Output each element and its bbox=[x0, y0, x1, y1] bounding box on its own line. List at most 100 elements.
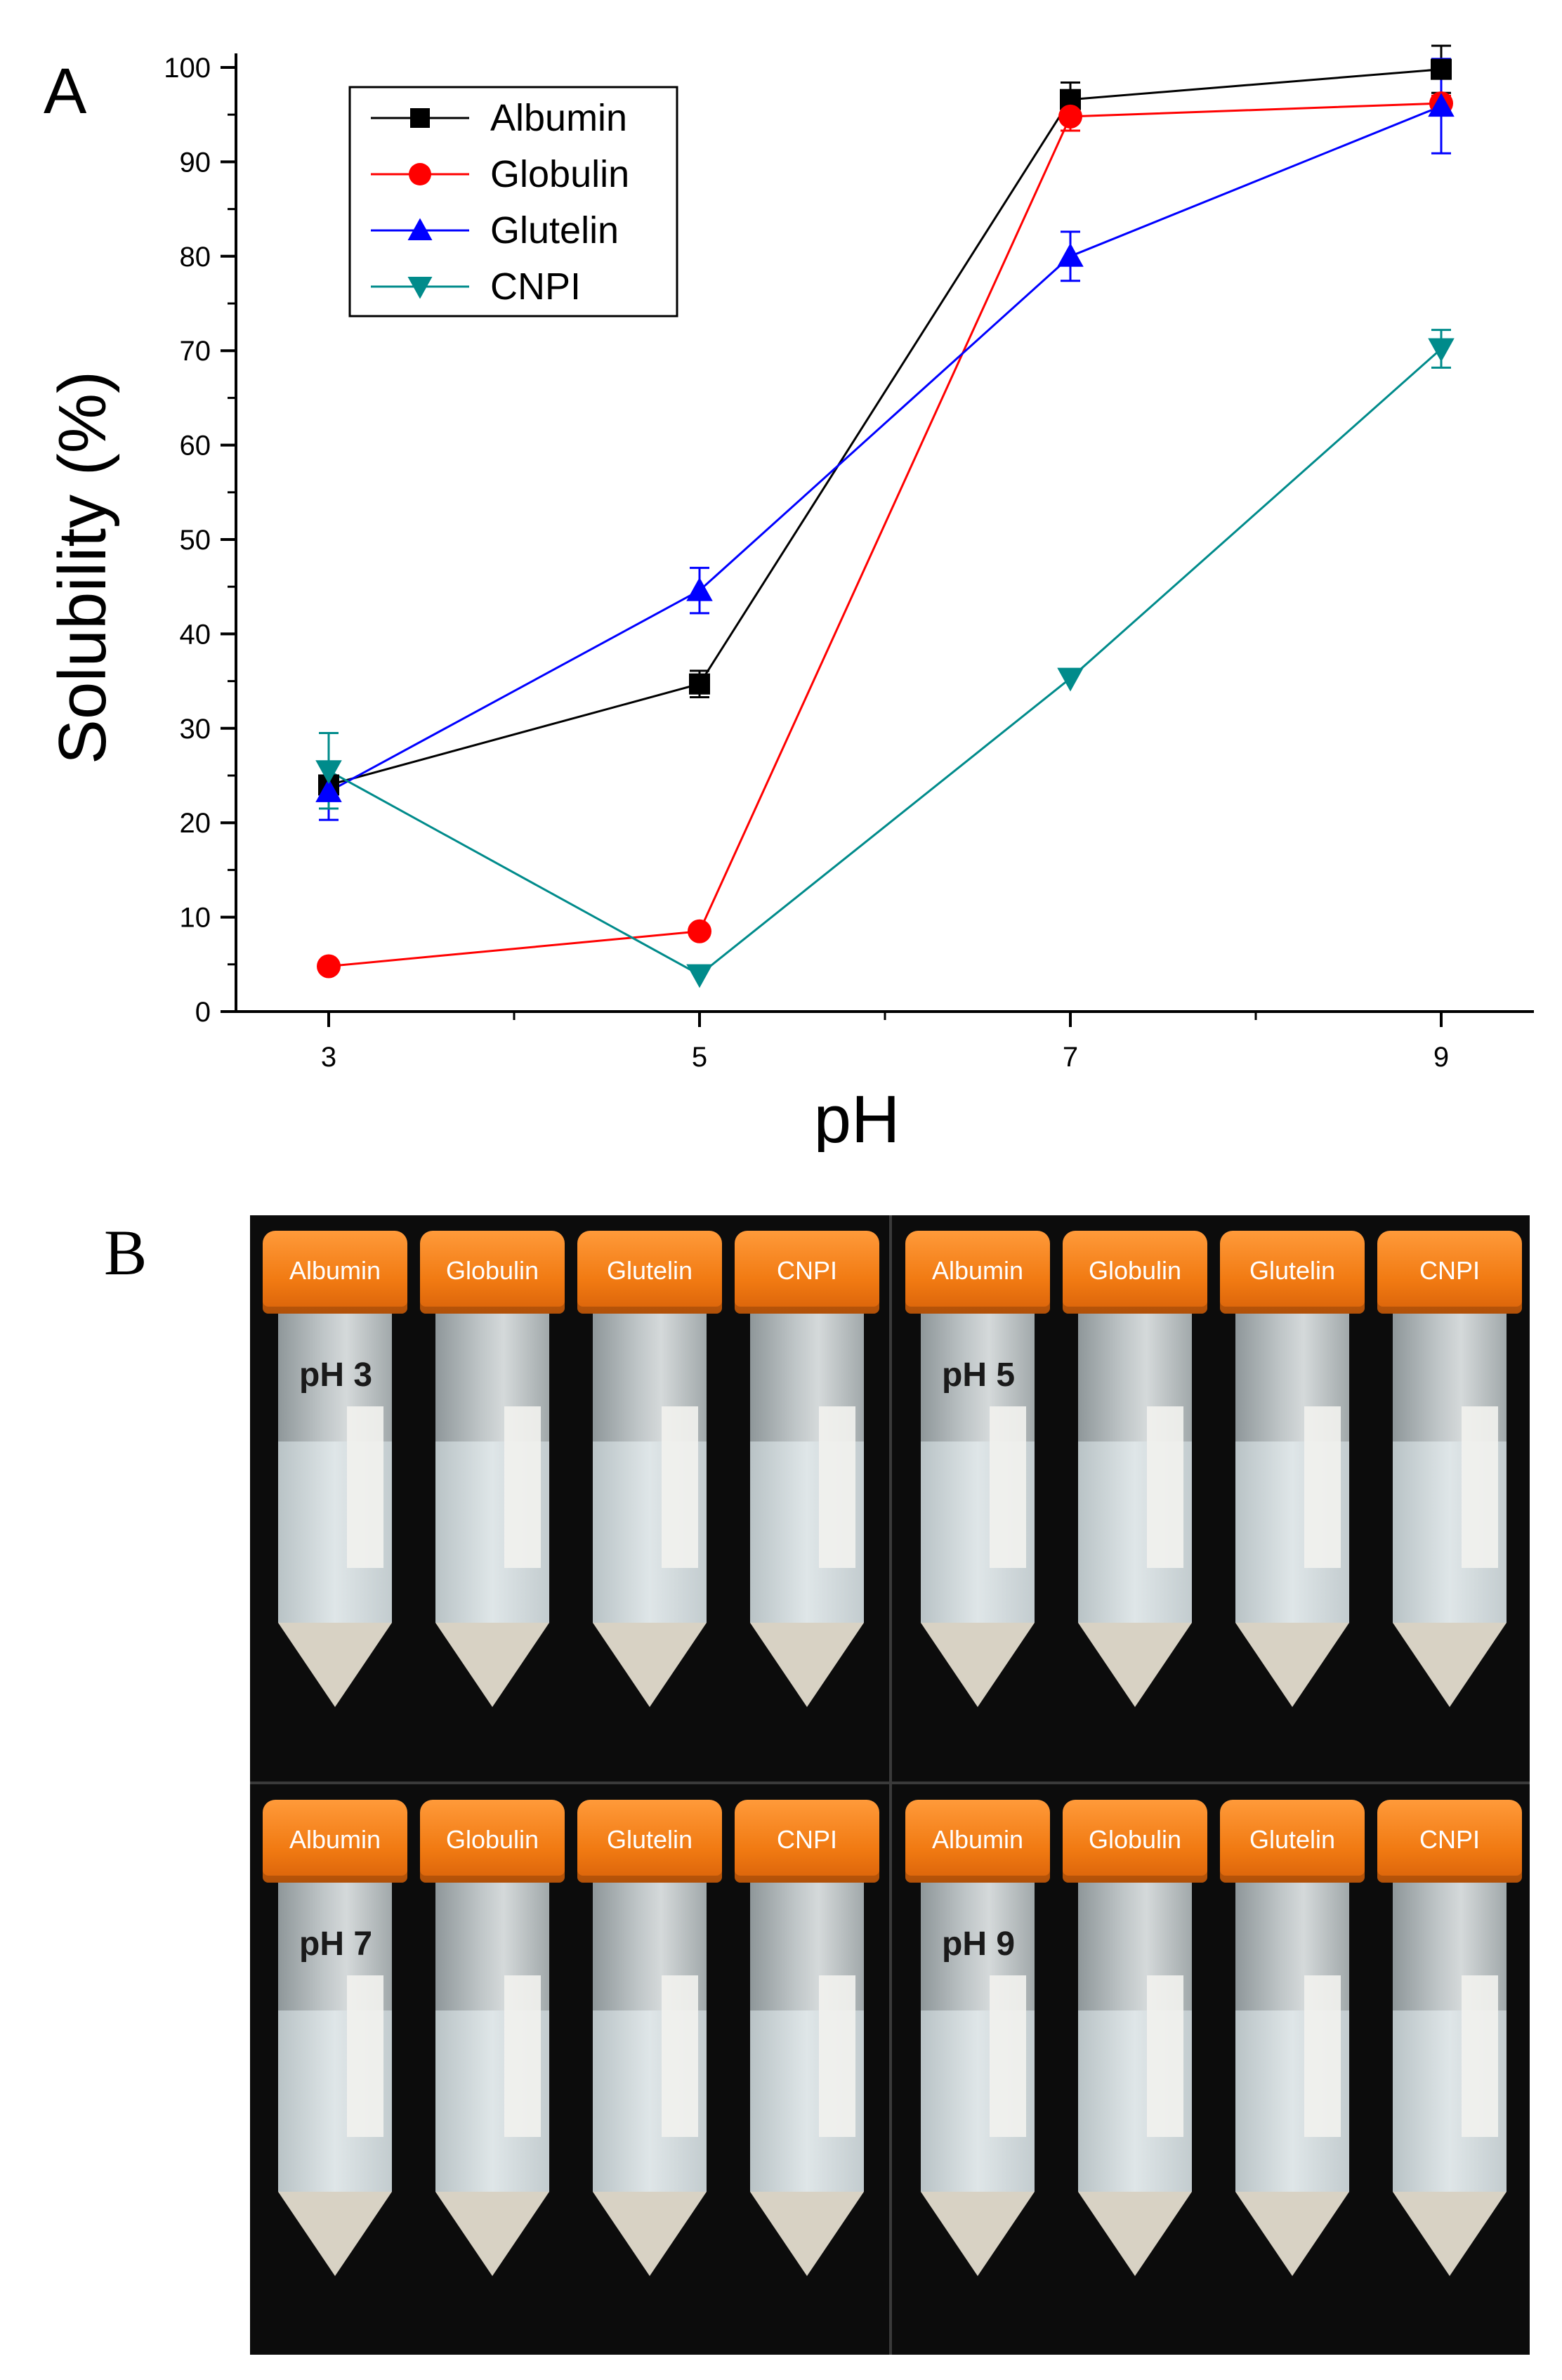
globulin-point bbox=[688, 919, 711, 943]
x-tick-label: 3 bbox=[321, 1042, 336, 1073]
solubility-chart: 0 10 20 30 40 50 60 70 80 90 100 3 5 7 9 pH Solubility (… bbox=[45, 44, 1534, 1152]
cap-label: CNPI bbox=[1419, 1256, 1480, 1285]
ph-label: pH 9 bbox=[942, 1925, 1016, 1963]
tube-tip bbox=[1235, 1623, 1349, 1707]
ph-label: pH 3 bbox=[299, 1356, 373, 1394]
tube-label-patch bbox=[1147, 1406, 1183, 1568]
tube-tip bbox=[1235, 2192, 1349, 2276]
cap-label: CNPI bbox=[776, 1256, 837, 1285]
tube-label-patch bbox=[1462, 1975, 1498, 2137]
cnpi-point bbox=[315, 760, 342, 785]
cap-label: Globulin bbox=[1088, 1256, 1182, 1285]
y-tick-label: 0 bbox=[195, 997, 211, 1028]
panel-a-letter: A bbox=[44, 55, 87, 127]
y-tick-label: 70 bbox=[180, 336, 211, 367]
cap-label: Globulin bbox=[445, 1256, 539, 1285]
albumin-point bbox=[1431, 58, 1452, 80]
tube-cap bbox=[735, 1231, 879, 1314]
tube-photograph: Albumin Globulin Glutelin CNPI pH 3 Albumin Gl… bbox=[250, 1215, 1530, 2355]
tube-cap bbox=[905, 1800, 1050, 1883]
tube-tip bbox=[593, 2192, 707, 2276]
tube-tip bbox=[921, 2192, 1035, 2276]
tube-label-patch bbox=[819, 1975, 855, 2137]
chart-legend: Albumin Globulin Glutelin CNPI bbox=[348, 86, 678, 318]
tube-tip bbox=[435, 1623, 549, 1707]
tube-tip bbox=[1393, 2192, 1507, 2276]
cap-label: CNPI bbox=[1419, 1825, 1480, 1854]
tube-tip bbox=[278, 1623, 392, 1707]
photo-vertical-divider bbox=[889, 1215, 892, 2355]
y-tick-label: 10 bbox=[180, 903, 211, 934]
tube-tip bbox=[921, 1623, 1035, 1707]
tube-label-patch bbox=[990, 1406, 1026, 1568]
globulin-line bbox=[328, 102, 1442, 967]
glutelin-point bbox=[1428, 93, 1455, 117]
y-tick-label: 90 bbox=[180, 147, 211, 178]
tube-tip bbox=[750, 1623, 864, 1707]
glutelin-point bbox=[315, 778, 342, 802]
tube-cap bbox=[263, 1231, 407, 1314]
tube-cap bbox=[1377, 1800, 1522, 1883]
globulin-point bbox=[317, 954, 341, 979]
tube-label-patch bbox=[504, 1406, 541, 1568]
y-tick-label: 30 bbox=[180, 714, 211, 745]
globulin-point bbox=[1058, 104, 1082, 129]
tube-cap bbox=[1220, 1800, 1365, 1883]
chart-series-layer bbox=[315, 44, 1455, 988]
cap-label: Albumin bbox=[931, 1256, 1024, 1285]
cnpi-line bbox=[328, 348, 1442, 976]
tube-cap bbox=[735, 1800, 879, 1883]
tube-cap bbox=[1220, 1231, 1365, 1314]
y-tick-label: 80 bbox=[180, 242, 211, 273]
y-tick-label: 20 bbox=[180, 808, 211, 839]
tube-cap bbox=[1063, 1231, 1207, 1314]
cap-label: Albumin bbox=[931, 1825, 1024, 1854]
legend-marker-glutelin bbox=[407, 218, 433, 240]
cap-label: CNPI bbox=[776, 1825, 837, 1854]
cnpi-point bbox=[1057, 667, 1084, 692]
cap-label: Globulin bbox=[1088, 1825, 1182, 1854]
y-tick-label: 60 bbox=[180, 431, 211, 462]
albumin-line bbox=[328, 68, 1442, 786]
legend-label-albumin: Albumin bbox=[490, 97, 627, 139]
x-axis-title: pH bbox=[814, 1082, 900, 1152]
tube-label-patch bbox=[347, 1975, 383, 2137]
tube-label-patch bbox=[1147, 1975, 1183, 2137]
tube-cap bbox=[577, 1231, 722, 1314]
x-tick-label: 9 bbox=[1433, 1042, 1449, 1073]
cap-label: Albumin bbox=[289, 1256, 381, 1285]
legend-marker-albumin bbox=[410, 108, 430, 128]
tube-tip bbox=[1078, 2192, 1192, 2276]
y-tick-label: 100 bbox=[164, 53, 211, 84]
legend-marker-globulin bbox=[409, 163, 431, 185]
tube-cap bbox=[420, 1800, 565, 1883]
tube-label-patch bbox=[1462, 1406, 1498, 1568]
tube-cap bbox=[1063, 1800, 1207, 1883]
legend-box bbox=[348, 86, 678, 318]
chart-axes: 0 10 20 30 40 50 60 70 80 90 100 3 5 7 9 pH Solubility (… bbox=[45, 53, 1534, 1152]
tube-label-patch bbox=[662, 1975, 698, 2137]
legend-marker-cnpi bbox=[407, 277, 433, 299]
tube-cap bbox=[905, 1231, 1050, 1314]
cap-label: Albumin bbox=[289, 1825, 381, 1854]
cap-label: Glutelin bbox=[1249, 1256, 1336, 1285]
tube-cap bbox=[577, 1800, 722, 1883]
tube-label-patch bbox=[990, 1975, 1026, 2137]
tube-label-patch bbox=[1304, 1975, 1341, 2137]
tube-cap bbox=[263, 1800, 407, 1883]
tube-label-patch bbox=[662, 1406, 698, 1568]
tube-tip bbox=[278, 2192, 392, 2276]
x-tick-label: 5 bbox=[692, 1042, 707, 1073]
ph-label: pH 7 bbox=[299, 1925, 373, 1963]
y-axis-title: Solubility (%) bbox=[45, 371, 120, 764]
cap-label: Glutelin bbox=[606, 1256, 693, 1285]
albumin-point bbox=[689, 673, 710, 695]
panel-b-letter: B bbox=[104, 1217, 147, 1288]
cnpi-point bbox=[686, 964, 713, 988]
cap-label: Glutelin bbox=[1249, 1825, 1336, 1854]
tube-label-patch bbox=[347, 1406, 383, 1568]
tube-label-patch bbox=[819, 1406, 855, 1568]
legend-label-globulin: Globulin bbox=[490, 153, 629, 195]
y-tick-label: 50 bbox=[180, 525, 211, 556]
